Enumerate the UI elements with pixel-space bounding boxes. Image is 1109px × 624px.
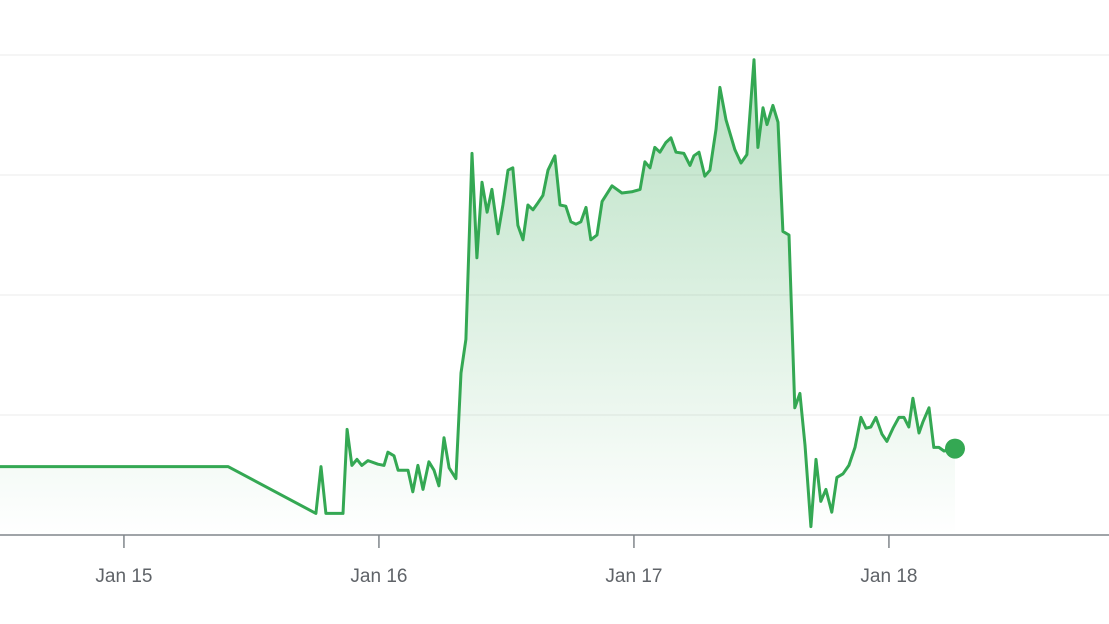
x-tick-label: Jan 16 xyxy=(350,566,407,587)
last-point xyxy=(944,438,965,459)
x-tick-label: Jan 17 xyxy=(605,566,662,587)
x-tick-label: Jan 15 xyxy=(95,566,152,587)
line xyxy=(0,58,956,529)
x-tick-label: Jan 18 xyxy=(860,566,917,587)
area xyxy=(0,59,955,536)
